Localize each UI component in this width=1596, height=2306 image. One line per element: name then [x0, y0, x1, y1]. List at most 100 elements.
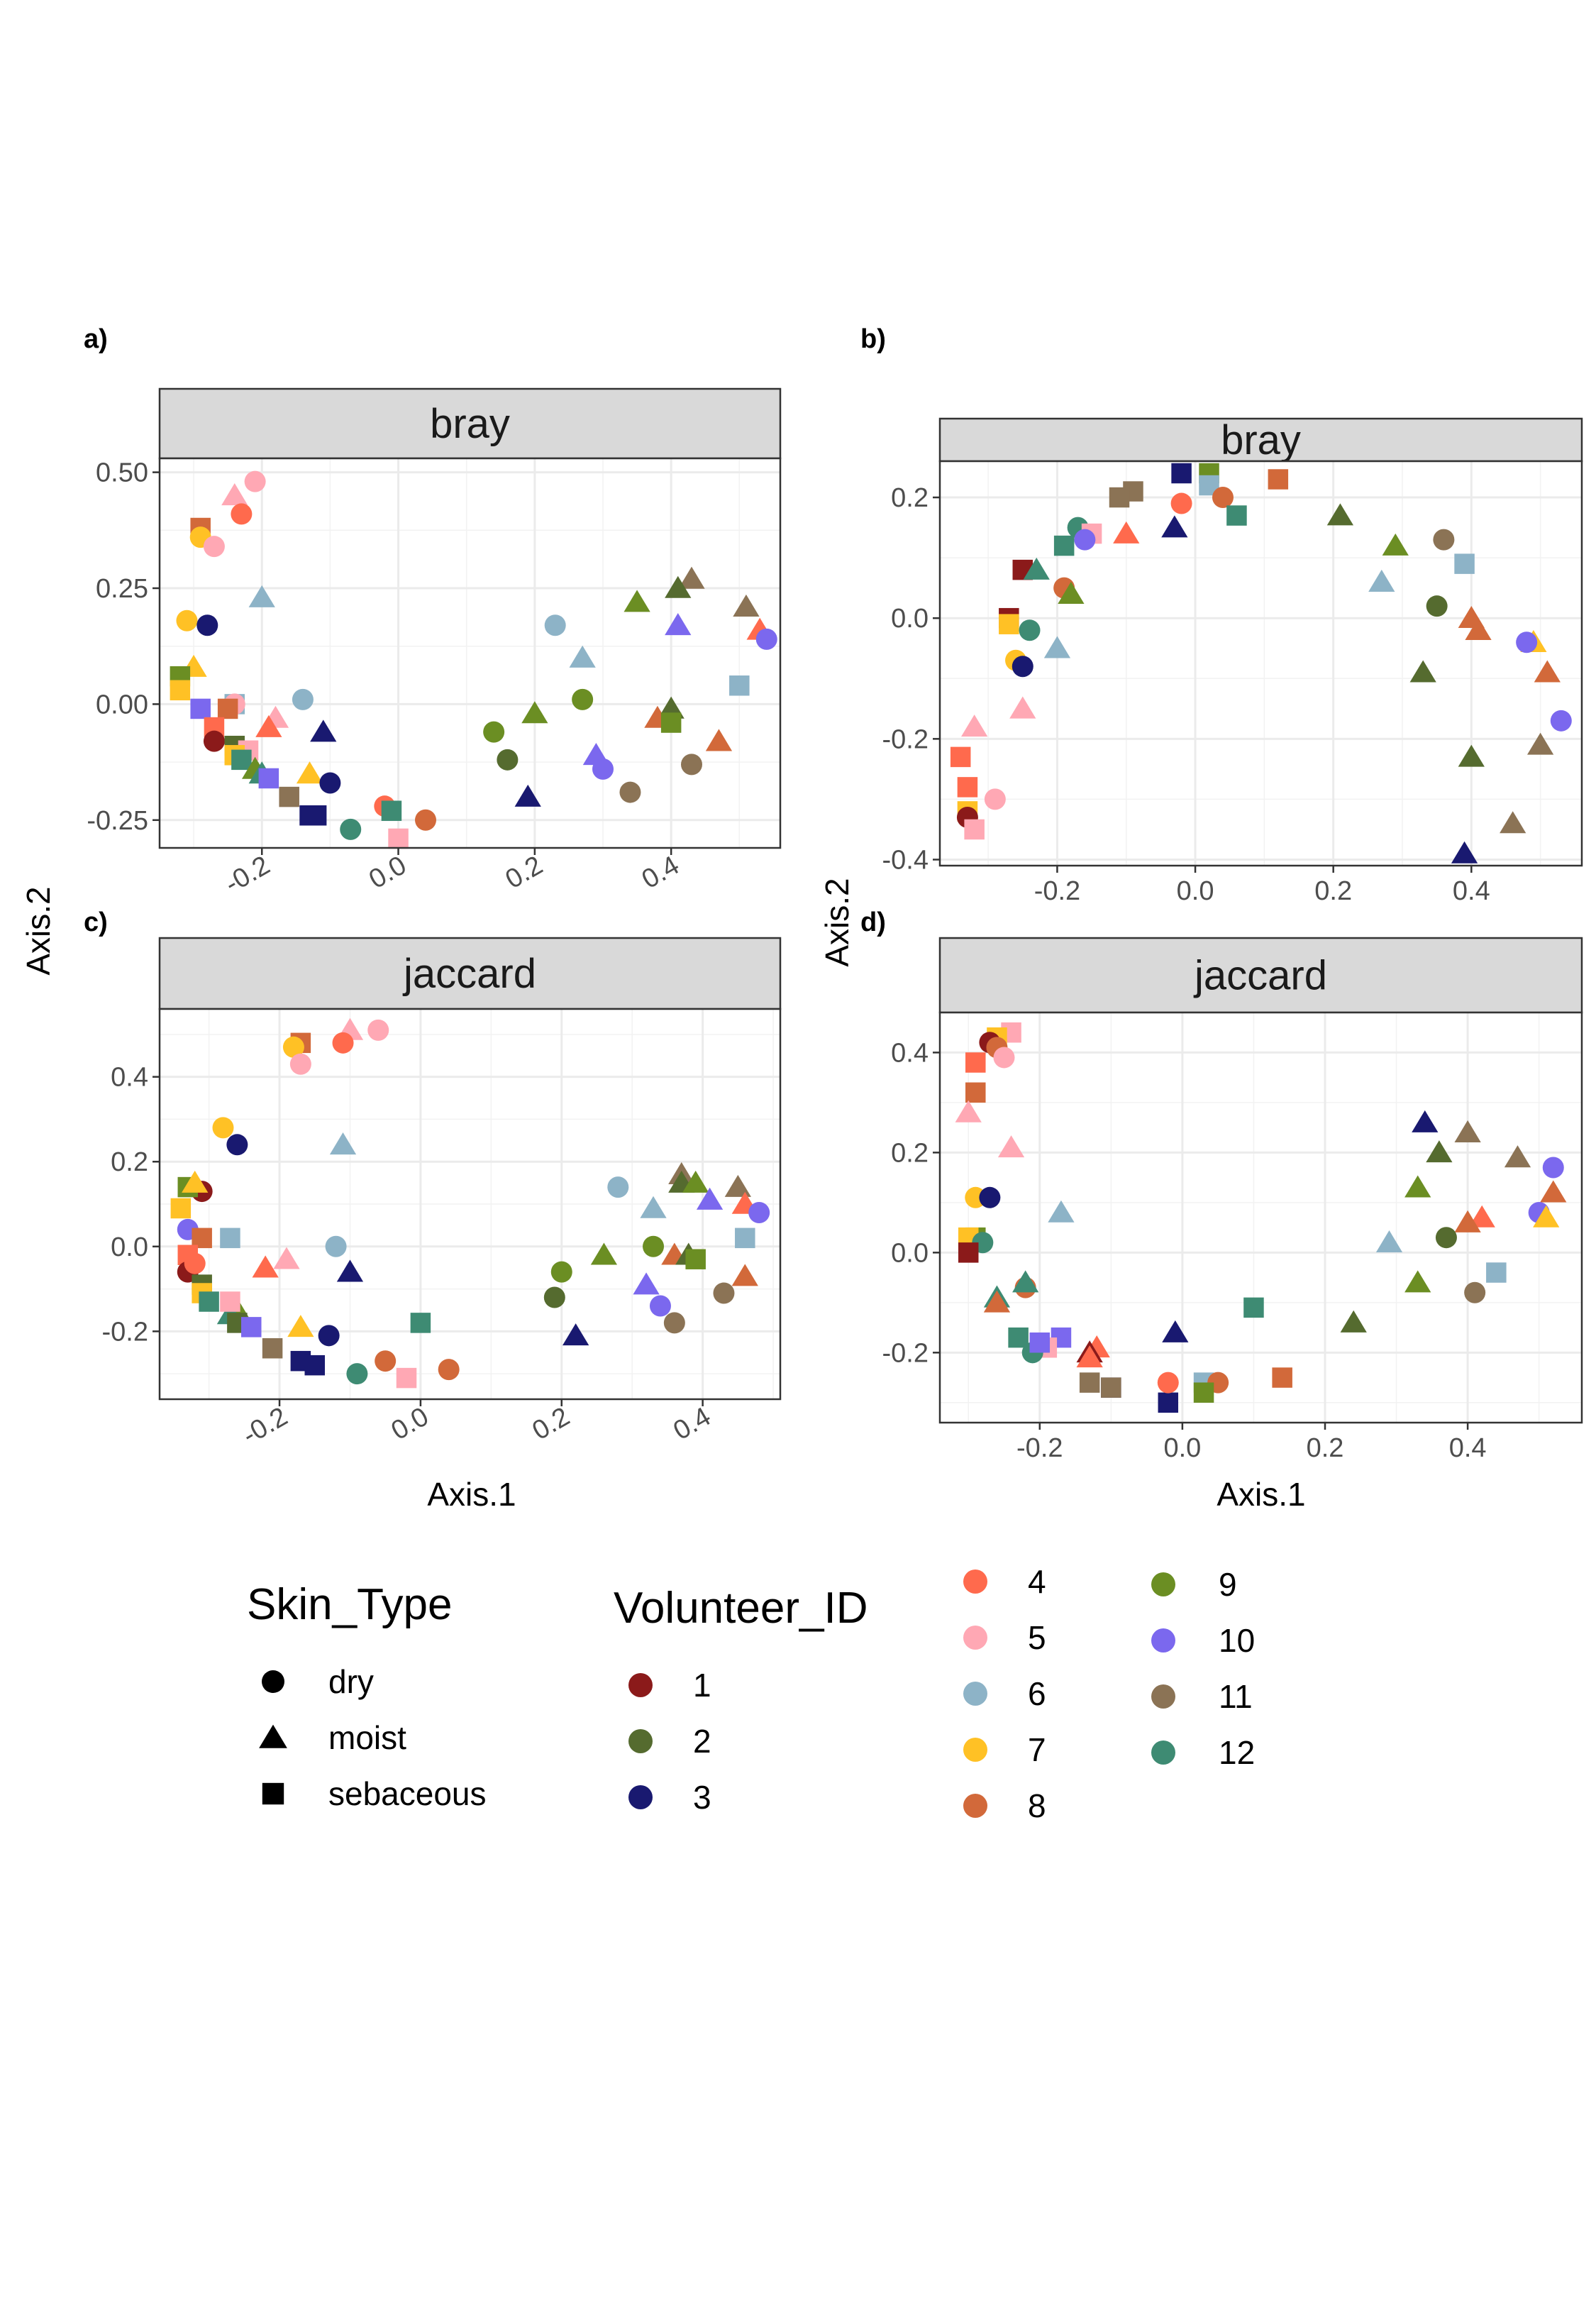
circle-icon: [963, 1682, 987, 1706]
data-point: [1268, 469, 1289, 490]
data-points: [170, 1017, 770, 1389]
circle-icon: [628, 1673, 653, 1697]
x-tick-label: 0.0: [1177, 876, 1214, 906]
x-tick-label: 0.4: [1453, 876, 1490, 906]
data-point: [1212, 487, 1234, 509]
data-point: [1412, 1110, 1439, 1132]
data-point: [483, 721, 505, 743]
legend-item-label: 5: [1028, 1619, 1046, 1656]
data-point: [607, 1176, 629, 1198]
circle-icon: [262, 1670, 284, 1693]
data-point: [569, 645, 596, 668]
data-point: [388, 828, 409, 849]
data-point: [190, 698, 211, 719]
data-point: [1550, 710, 1572, 732]
data-point: [1226, 505, 1247, 526]
data-point: [964, 819, 985, 840]
data-point: [273, 1247, 300, 1269]
x-tick-label: -0.2: [1016, 1433, 1063, 1463]
data-points: [170, 470, 777, 849]
panel-3: c)jaccard-0.2 0.0 0.2 0.4-0.20.00.20.4: [84, 907, 782, 1451]
data-point: [1516, 631, 1538, 653]
data-point: [226, 1134, 248, 1156]
data-point: [961, 715, 988, 737]
data-point: [287, 1315, 314, 1337]
data-point: [950, 746, 971, 768]
data-point: [1019, 619, 1041, 641]
data-point: [682, 1170, 709, 1193]
data-point: [244, 470, 266, 492]
data-point: [1009, 696, 1036, 719]
data-point: [346, 1363, 368, 1385]
data-point: [262, 1338, 283, 1359]
data-point: [731, 1264, 758, 1286]
legend-item-label: moist: [328, 1719, 406, 1756]
data-point: [1433, 529, 1455, 551]
panel-label: b): [860, 324, 886, 354]
legend-item-label: 1: [693, 1667, 711, 1704]
data-point: [1340, 1310, 1367, 1333]
data-point: [984, 788, 1006, 810]
y-tick-label: 0.0: [891, 1238, 929, 1268]
data-point: [1076, 1345, 1103, 1368]
data-point: [1058, 581, 1085, 604]
data-point: [252, 1255, 279, 1278]
legend-item-volunteer-7: 7: [963, 1731, 1046, 1768]
data-point: [660, 712, 682, 733]
data-point: [624, 590, 650, 612]
data-point: [619, 781, 641, 803]
data-point: [170, 1198, 192, 1219]
facet-strip-label: bray: [1221, 417, 1301, 463]
data-point: [196, 614, 218, 636]
data-point: [318, 1325, 340, 1347]
data-point: [1012, 1270, 1039, 1293]
data-point: [381, 800, 402, 821]
y-tick-label: 0.4: [111, 1063, 148, 1093]
data-point: [1157, 1372, 1179, 1394]
data-point: [306, 805, 327, 826]
y-tick-label: -0.2: [882, 1338, 929, 1368]
x-axis-title-right: Axis.1: [1217, 1476, 1305, 1513]
legend-item-moist: moist: [259, 1719, 406, 1756]
x-tick-label: -0.2: [1034, 876, 1080, 906]
data-point: [340, 818, 362, 840]
circle-icon: [628, 1729, 653, 1753]
data-point: [1113, 521, 1140, 544]
data-point: [999, 614, 1019, 634]
x-tick-label: 0.4: [1449, 1433, 1487, 1463]
data-point: [1272, 1367, 1292, 1388]
data-point: [965, 1052, 986, 1073]
data-points: [950, 463, 1572, 864]
data-point: [289, 1053, 311, 1075]
data-point: [1500, 811, 1526, 834]
panel-border: [158, 457, 782, 849]
data-point: [332, 1032, 354, 1054]
data-point: [1043, 636, 1071, 658]
data-point: [497, 749, 519, 771]
data-point: [979, 1186, 1001, 1208]
data-point: [983, 1290, 1011, 1313]
data-point: [1454, 1120, 1481, 1142]
y-axis-title-left: Axis.2: [20, 886, 57, 975]
data-point: [438, 1359, 460, 1381]
data-point: [1162, 1320, 1189, 1342]
y-axis-title-right: Axis.2: [819, 878, 855, 966]
data-point: [203, 730, 225, 752]
data-point: [1079, 1372, 1100, 1393]
legend-shape-items: dry moist sebaceous: [259, 1663, 487, 1812]
data-point: [729, 675, 750, 696]
data-point: [958, 1242, 979, 1263]
circle-icon: [963, 1569, 987, 1594]
data-point: [1404, 1270, 1431, 1293]
data-point: [1409, 660, 1436, 683]
legend-title-volunteer-id: Volunteer_ID: [614, 1584, 868, 1633]
legend-title-skin-type: Skin_Type: [247, 1580, 453, 1629]
data-point: [221, 483, 248, 506]
data-point: [258, 768, 279, 789]
data-point: [176, 609, 198, 631]
data-point: [550, 1261, 572, 1283]
data-point: [685, 1249, 706, 1269]
data-point: [965, 1082, 986, 1103]
data-point: [713, 1282, 735, 1304]
